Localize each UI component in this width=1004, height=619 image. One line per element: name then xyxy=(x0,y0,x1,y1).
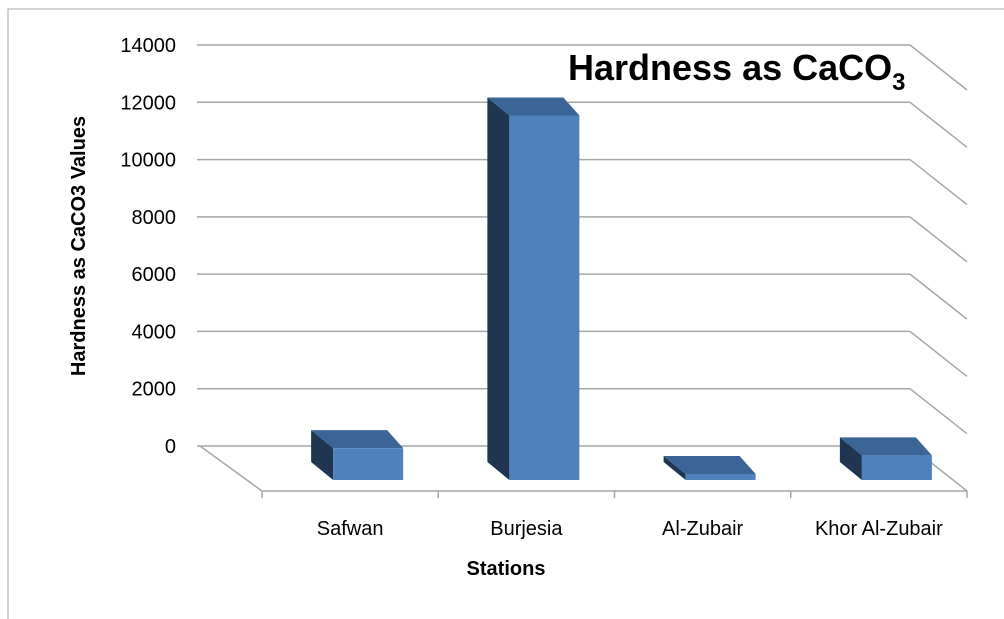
floor-left-edge xyxy=(199,445,263,492)
y-tick-label: 10000 xyxy=(120,150,176,172)
bar-top-face xyxy=(487,97,580,116)
gridline-wall xyxy=(909,388,968,435)
x-tick-label: Khor Al-Zubair xyxy=(815,518,943,540)
y-tick-label: 0 xyxy=(165,436,176,458)
bar-al-zubair xyxy=(663,456,756,480)
y-axis-title: Hardness as CaCO3 Values xyxy=(68,116,90,376)
x-tick-labels: Safwan Burjesia Al-Zubair Khor Al-Zubair xyxy=(317,518,943,540)
x-tick-label: Burjesia xyxy=(490,518,563,540)
gridline-wall xyxy=(909,101,968,148)
bar-top-face xyxy=(839,437,932,456)
bar-front-face xyxy=(861,455,932,480)
bar-side-face xyxy=(487,97,510,480)
x-tick-label: Safwan xyxy=(317,518,384,540)
bar-side-face xyxy=(839,437,862,480)
y-tick-label: 12000 xyxy=(120,92,176,114)
gridlines xyxy=(197,44,968,492)
bar-front-face xyxy=(685,474,756,480)
gridline-wall xyxy=(909,330,968,378)
y-tick-label: 8000 xyxy=(132,207,177,229)
bar-burjesia xyxy=(487,97,580,480)
bar-safwan xyxy=(311,430,404,480)
chart-title: Hardness as CaCO3 xyxy=(568,47,906,96)
bar-top-face xyxy=(311,430,404,449)
bar-front-face xyxy=(509,115,580,480)
chart-title-main: Hardness as CaCO xyxy=(568,47,892,88)
bars xyxy=(311,97,932,480)
bar-front-face xyxy=(333,448,404,480)
y-tick-label: 2000 xyxy=(132,379,177,401)
y-tick-labels: 0 2000 4000 6000 8000 10000 12000 14000 xyxy=(120,35,176,458)
y-tick-label: 6000 xyxy=(132,264,177,286)
chart-border xyxy=(7,8,1004,619)
gridline-wall xyxy=(909,44,968,91)
bar-side-face xyxy=(311,430,334,480)
gridline-wall xyxy=(909,216,968,263)
y-tick-label: 14000 xyxy=(120,35,176,57)
bar-khor-al-zubair xyxy=(839,437,932,480)
chart-title-subscript: 3 xyxy=(892,69,905,96)
bar-side-face xyxy=(663,456,686,480)
x-axis-title: Stations xyxy=(467,558,546,580)
gridline-wall xyxy=(909,273,968,320)
x-tick-label: Al-Zubair xyxy=(662,518,743,540)
y-tick-label: 4000 xyxy=(132,321,177,343)
bar-top-face xyxy=(663,456,756,474)
gridline-wall xyxy=(909,158,968,206)
chart-floor xyxy=(199,445,968,498)
